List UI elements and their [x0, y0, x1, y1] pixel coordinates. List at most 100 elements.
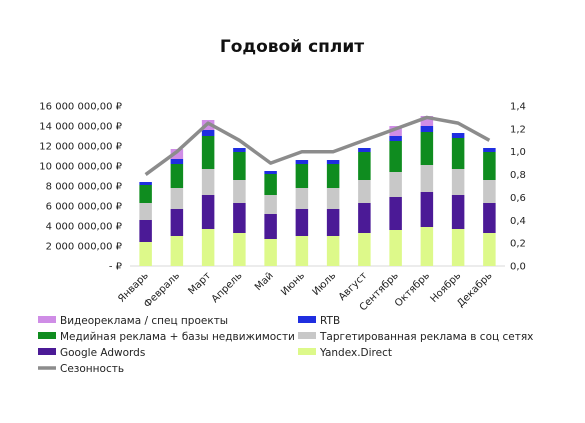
bar-segment: [326, 209, 340, 236]
bar-segment: [201, 130, 215, 136]
legend-swatch: [298, 316, 316, 323]
y-right-tick-label: 0,4: [510, 216, 526, 227]
legend-swatch: [298, 348, 316, 355]
legend: Видеореклама / спец проекты RTB Медийная р…: [38, 315, 533, 375]
bar-segment: [233, 203, 246, 233]
bar-segment: [483, 180, 496, 203]
bar-segment: [201, 195, 215, 229]
x-tick-label: Май: [253, 270, 276, 293]
bar-segment: [170, 159, 184, 164]
bar-segment: [233, 152, 246, 180]
bar-segment: [139, 203, 152, 220]
bar-segment: [139, 220, 152, 242]
bar-segment: [451, 138, 465, 169]
y-right-tick-label: 0,2: [510, 239, 526, 250]
legend-label: Таргетированная реклама в соц сетях: [319, 331, 533, 343]
bar-segment: [170, 164, 184, 188]
bar-segment: [389, 197, 402, 230]
bar-segment: [139, 242, 152, 266]
y-right-tick-label: 0,0: [510, 262, 526, 273]
bar-segment: [139, 185, 152, 203]
y-right-tick-label: 0,6: [510, 193, 526, 204]
x-tick-label: Июнь: [279, 270, 307, 298]
bar-segment: [326, 236, 340, 266]
bar-segment: [483, 152, 496, 180]
bar-segment: [389, 136, 402, 141]
bar-segment: [170, 149, 184, 159]
legend-swatch: [298, 332, 316, 339]
legend-label: Yandex.Direct: [319, 347, 392, 359]
bar-segment: [170, 188, 184, 209]
y-left-tick-label: 8 000 000,00 ₽: [46, 182, 123, 193]
bar-segment: [389, 141, 402, 172]
bar-segment: [326, 160, 340, 164]
bar-segment: [451, 195, 465, 229]
y-left-tick-label: 2 000 000,00 ₽: [46, 242, 123, 253]
bar-segment: [420, 227, 434, 266]
bar-segment: [170, 209, 184, 236]
y-right-tick-label: 1,2: [510, 124, 526, 135]
bar-segment: [483, 233, 496, 266]
bar-segment: [264, 214, 277, 239]
bar-segment: [326, 164, 340, 188]
x-tick-label: Июль: [311, 270, 339, 298]
bar-segment: [358, 203, 371, 233]
bar-segment: [295, 160, 309, 164]
bar-segment: [483, 203, 496, 233]
bar-segment: [358, 180, 371, 203]
bar-segment: [451, 229, 465, 266]
seasonality-line-group: [144, 115, 491, 176]
bar-segment: [139, 182, 152, 185]
y-right-tick-label: 1,0: [510, 147, 526, 158]
legend-label: RTB: [320, 315, 340, 327]
legend-label: Видеореклама / спец проекты: [60, 315, 228, 327]
legend-label: Google Adwords: [60, 347, 145, 359]
bar-segment: [420, 132, 434, 165]
y-left-tick-label: - ₽: [109, 262, 123, 273]
bar-segment: [295, 209, 309, 236]
bar-segment: [233, 180, 246, 203]
bar-segment: [451, 169, 465, 195]
bar-segment: [389, 126, 402, 136]
bar-segment: [420, 165, 434, 192]
bar-segment: [451, 133, 465, 138]
bar-segment: [264, 239, 277, 266]
bar-segment: [420, 126, 434, 132]
bar-segment: [264, 195, 277, 214]
bar-segment: [483, 148, 496, 152]
bar-segment: [264, 174, 277, 195]
y-left-tick-label: 14 000 000,00 ₽: [39, 122, 122, 133]
legend-swatch: [38, 348, 56, 355]
y-right-tick-label: 0,8: [510, 170, 526, 181]
bar-segment: [358, 148, 371, 152]
bar-segment: [420, 116, 434, 126]
y-left-tick-label: 10 000 000,00 ₽: [39, 162, 122, 173]
bar-segment: [233, 148, 246, 152]
left-axis: - ₽ 2 000 000,00 ₽ 4 000 000,00 ₽ 6 000 000…: [39, 102, 122, 273]
seasonality-line: [144, 115, 491, 176]
bar-segment: [170, 236, 184, 266]
bar-segment: [420, 192, 434, 227]
bar-segment: [201, 136, 215, 169]
bar-segment: [295, 164, 309, 188]
bar-segment: [389, 230, 402, 266]
legend-swatch: [38, 332, 56, 339]
bar-segment: [233, 233, 246, 266]
bar-segment: [295, 236, 309, 266]
bars: [130, 116, 505, 267]
x-tick-label: Март: [186, 270, 213, 297]
y-left-tick-label: 12 000 000,00 ₽: [39, 142, 122, 153]
bar-segment: [326, 188, 340, 209]
bar-segment: [295, 188, 309, 209]
y-left-tick-label: 4 000 000,00 ₽: [46, 222, 123, 233]
bar-segment: [264, 171, 277, 174]
bar-segment: [201, 169, 215, 195]
legend-swatch: [38, 316, 56, 323]
y-left-tick-label: 16 000 000,00 ₽: [39, 102, 122, 113]
bar-segment: [358, 152, 371, 180]
bar-segment: [389, 172, 402, 197]
bar-segment: [358, 233, 371, 266]
